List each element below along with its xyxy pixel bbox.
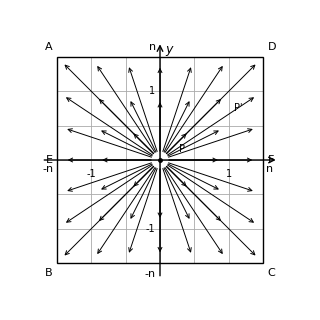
Text: E: E: [45, 155, 52, 165]
Text: n: n: [149, 43, 156, 52]
Text: P: P: [179, 145, 185, 155]
Text: F: F: [268, 155, 274, 165]
Text: C: C: [268, 268, 275, 277]
Bar: [57, 57, 263, 263]
Text: 1: 1: [149, 86, 155, 96]
Text: B: B: [45, 268, 52, 277]
Text: -1: -1: [86, 169, 96, 179]
Text: y: y: [165, 43, 172, 56]
Text: -n: -n: [43, 164, 54, 174]
Text: D: D: [268, 43, 276, 52]
Text: P': P': [235, 103, 243, 113]
Text: A: A: [45, 43, 52, 52]
Text: -n: -n: [145, 269, 156, 279]
Text: 1: 1: [226, 169, 232, 179]
Text: n: n: [266, 164, 273, 174]
Text: -1: -1: [146, 224, 155, 234]
